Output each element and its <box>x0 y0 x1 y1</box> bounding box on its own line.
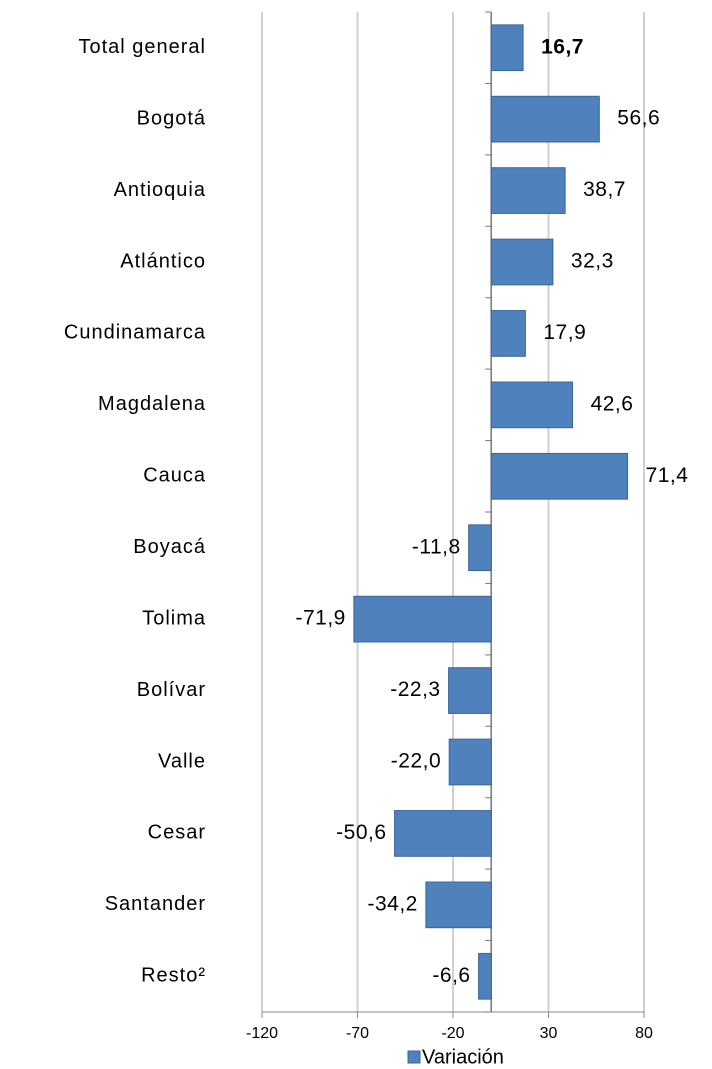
y-tick-label: Resto² <box>141 965 206 987</box>
data-label: 16,7 <box>541 35 584 58</box>
y-tick-label: Total general <box>78 36 206 58</box>
data-label: -22,0 <box>391 750 441 773</box>
bar <box>490 24 524 72</box>
y-tick-label: Bolívar <box>137 679 206 701</box>
bar <box>478 952 492 1000</box>
bar <box>468 524 492 572</box>
y-tick-label: Cundinamarca <box>64 322 206 344</box>
x-tick-label: -70 <box>346 1025 369 1042</box>
data-label: -34,2 <box>368 892 418 915</box>
y-tick-label: Tolima <box>142 607 206 629</box>
data-label: -71,9 <box>295 607 345 630</box>
bar <box>490 95 600 143</box>
y-tick-label: Cauca <box>143 465 206 487</box>
bar <box>490 167 566 214</box>
y-tick-label: Boyacá <box>133 536 206 558</box>
data-label: 32,3 <box>571 250 614 273</box>
legend-label: Variación <box>422 1046 504 1068</box>
y-tick-label: Atlántico <box>120 250 206 272</box>
data-label: -50,6 <box>336 821 386 844</box>
y-tick-label: Bogotá <box>137 107 206 129</box>
bar <box>490 381 574 429</box>
data-label: -22,3 <box>390 678 440 701</box>
data-label: 56,6 <box>617 107 660 130</box>
bar <box>448 667 492 714</box>
bar <box>425 881 492 929</box>
data-label: 42,6 <box>591 392 634 415</box>
data-label: -11,8 <box>412 535 461 558</box>
y-tick-label: Magdalena <box>98 393 206 415</box>
data-label: 38,7 <box>583 178 626 201</box>
y-tick-label: Antioquia <box>114 179 206 201</box>
data-label: 17,9 <box>543 321 586 344</box>
bar <box>394 810 492 857</box>
bar <box>490 238 554 286</box>
bar <box>490 452 629 500</box>
y-tick-label: Cesar <box>148 822 206 844</box>
y-tick-label: Valle <box>158 750 206 772</box>
bar <box>353 595 492 643</box>
x-tick-label: 80 <box>635 1025 653 1042</box>
bar <box>490 310 526 357</box>
data-label: -6,6 <box>432 964 470 987</box>
bar <box>448 738 492 786</box>
legend-swatch <box>407 1050 421 1064</box>
x-tick-label: -20 <box>441 1025 464 1042</box>
x-tick-label: -120 <box>246 1025 278 1042</box>
data-label: 71,4 <box>646 464 689 487</box>
x-tick-label: 30 <box>540 1025 558 1042</box>
y-tick-label: Santander <box>105 893 206 915</box>
